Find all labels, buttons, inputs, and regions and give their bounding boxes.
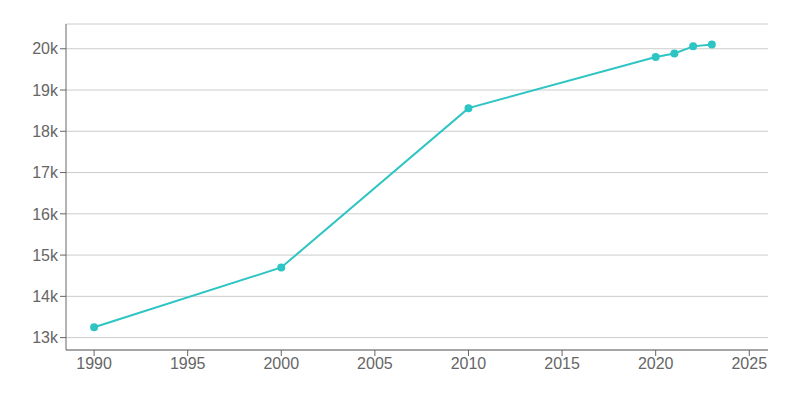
svg-text:2015: 2015 (544, 355, 580, 372)
svg-text:2025: 2025 (731, 355, 767, 372)
svg-text:1990: 1990 (76, 355, 112, 372)
svg-text:17k: 17k (32, 164, 59, 181)
svg-text:1995: 1995 (170, 355, 206, 372)
svg-text:18k: 18k (32, 123, 59, 140)
svg-text:2020: 2020 (638, 355, 674, 372)
svg-text:20k: 20k (32, 40, 59, 57)
svg-text:2010: 2010 (451, 355, 487, 372)
svg-text:13k: 13k (32, 329, 59, 346)
svg-text:14k: 14k (32, 288, 59, 305)
svg-text:16k: 16k (32, 206, 59, 223)
svg-text:15k: 15k (32, 247, 59, 264)
svg-text:19k: 19k (32, 82, 59, 99)
svg-text:2005: 2005 (357, 355, 393, 372)
svg-text:2000: 2000 (263, 355, 299, 372)
